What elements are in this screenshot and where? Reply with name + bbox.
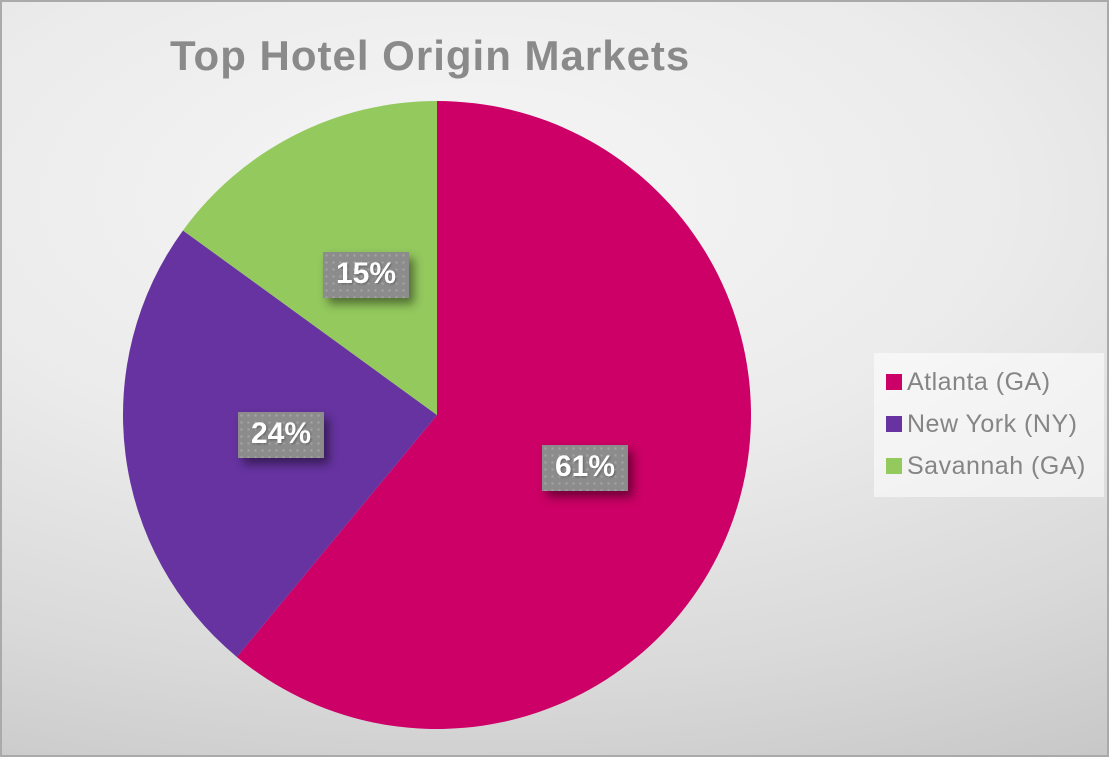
legend-label: Savannah (GA) [907,451,1086,480]
pie-chart [123,101,752,729]
legend-label: New York (NY) [907,409,1078,438]
data-label: 61% [541,445,629,491]
chart-legend: Atlanta (GA) New York (NY) Savannah (GA) [874,353,1104,497]
chart-title: Top Hotel Origin Markets [170,32,691,79]
legend-item: Atlanta (GA) [886,361,1098,403]
legend-item: New York (NY) [886,403,1098,445]
legend-item: Savannah (GA) [886,445,1098,487]
legend-swatch-icon [886,416,902,432]
legend-label: Atlanta (GA) [907,367,1051,396]
legend-swatch-icon [886,374,902,390]
legend-swatch-icon [886,458,902,474]
pie-slice-savannah-ga [182,101,437,415]
data-label: 24% [237,412,325,458]
data-label: 15% [322,252,410,298]
pie-slice-atlanta-ga [236,101,752,729]
